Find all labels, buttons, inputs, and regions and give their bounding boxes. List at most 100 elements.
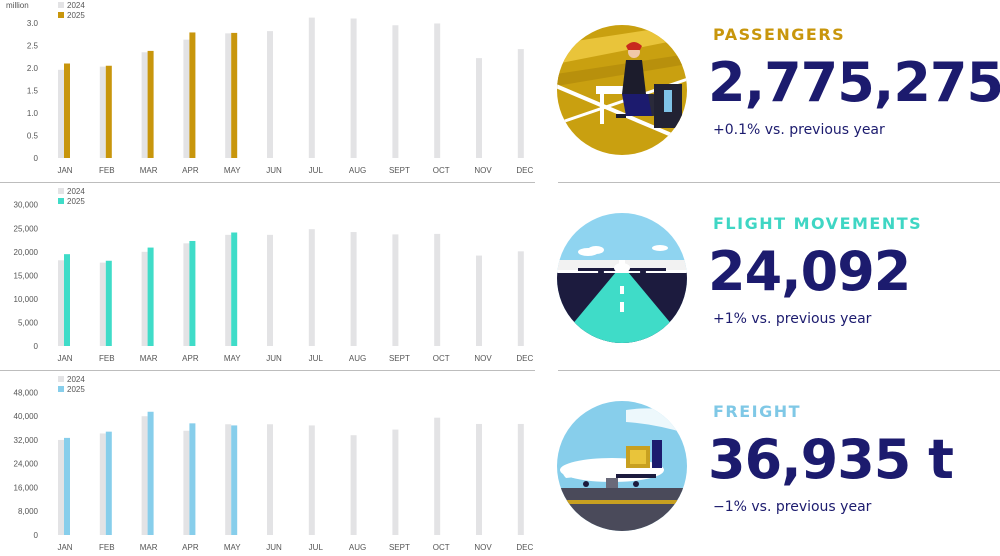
legend-swatch	[58, 386, 64, 392]
bar-2024-oct	[434, 23, 441, 159]
panel-divider	[0, 182, 535, 183]
bar-2024-sept	[392, 234, 399, 346]
y-tick-label: 8,000	[18, 507, 39, 516]
bar-2024-jul	[308, 17, 315, 158]
bar-2025-feb	[105, 431, 112, 535]
bar-2024-jun	[267, 31, 273, 159]
x-tick-label: OCT	[433, 354, 450, 363]
bar-2024-aug	[350, 18, 357, 158]
legend-label: 2025	[67, 385, 85, 394]
x-tick-label: SEPT	[389, 543, 410, 552]
passengers-title: PASSENGERS	[713, 25, 846, 44]
x-tick-label: JUN	[266, 166, 282, 175]
legend-label: 2024	[67, 375, 85, 384]
legend-label: 2025	[67, 197, 85, 206]
x-tick-label: MAY	[224, 543, 241, 552]
bar-2024-nov	[476, 58, 482, 158]
x-tick-label: DEC	[516, 354, 533, 363]
x-tick-label: NOV	[474, 543, 492, 552]
bar-2024-jan	[58, 439, 64, 535]
bar-2025-mar	[147, 411, 154, 535]
x-tick-label: AUG	[349, 166, 366, 175]
bar-2024-mar	[141, 52, 148, 158]
bar-2025-apr	[189, 240, 196, 346]
x-tick-label: JAN	[57, 166, 72, 175]
x-tick-label: APR	[182, 543, 199, 552]
y-tick-label: 5,000	[18, 318, 39, 327]
bar-2024-feb	[99, 262, 106, 346]
x-tick-label: MAY	[224, 166, 241, 175]
legend-label: 2024	[67, 187, 85, 196]
y-tick-label: 32,000	[14, 436, 39, 445]
bar-2025-may	[231, 232, 238, 346]
x-tick-label: AUG	[349, 543, 366, 552]
y-tick-label: 48,000	[14, 388, 39, 397]
freight-value: 36,935 t	[708, 428, 954, 491]
x-tick-label: FEB	[99, 166, 115, 175]
bar-2024-sept	[392, 429, 399, 535]
bar-2024-may	[225, 234, 232, 346]
y-tick-label: 20,000	[14, 248, 39, 257]
y-tick-label: 1.5	[27, 87, 39, 96]
legend-label: 2024	[67, 1, 85, 10]
x-tick-label: JAN	[57, 354, 72, 363]
bar-2025-jan	[64, 254, 70, 346]
bar-2024-jan	[58, 69, 64, 158]
y-tick-label: 15,000	[14, 271, 39, 280]
bar-2024-feb	[99, 433, 106, 535]
bar-2025-jan	[64, 437, 70, 535]
bar-2024-apr	[183, 243, 190, 346]
bar-2024-may	[225, 424, 232, 535]
x-tick-label: JUL	[309, 543, 324, 552]
bar-2024-dec	[517, 251, 524, 346]
x-tick-label: AUG	[349, 354, 366, 363]
unit-label: million	[6, 1, 29, 10]
bar-2025-feb	[105, 65, 112, 158]
bar-2025-apr	[189, 32, 196, 159]
bar-2024-apr	[183, 430, 190, 535]
x-tick-label: NOV	[474, 166, 492, 175]
x-tick-label: DEC	[516, 543, 533, 552]
bar-2024-feb	[99, 66, 106, 158]
freight-change: −1% vs. previous year	[713, 499, 872, 515]
y-tick-label: 1.0	[27, 109, 39, 118]
panel-divider	[0, 370, 535, 371]
y-tick-label: 16,000	[14, 483, 39, 492]
y-tick-label: 2.0	[27, 64, 39, 73]
bar-2024-dec	[517, 423, 524, 535]
x-tick-label: JUN	[266, 543, 282, 552]
bar-2024-apr	[183, 39, 190, 158]
flight-movements-value: 24,092	[708, 240, 911, 303]
x-tick-label: OCT	[433, 166, 450, 175]
flight-movements-panel: 0 5,000 10,000 15,000 20,000 25,000 30,000 2024…	[0, 184, 1000, 371]
x-tick-label: JUL	[309, 166, 324, 175]
bar-2025-may	[231, 32, 238, 158]
legend-swatch	[58, 188, 64, 194]
bar-2024-aug	[350, 232, 357, 346]
x-tick-label: NOV	[474, 354, 492, 363]
y-tick-label: 3.0	[27, 19, 39, 28]
panel-divider	[558, 182, 1000, 183]
x-tick-label: FEB	[99, 354, 115, 363]
legend-swatch	[58, 2, 64, 8]
x-tick-label: FEB	[99, 543, 115, 552]
flight-movements-chart: 0 5,000 10,000 15,000 20,000 25,000 30,000 2024…	[14, 187, 534, 363]
x-tick-label: DEC	[516, 166, 533, 175]
x-tick-label: SEPT	[389, 166, 410, 175]
x-tick-label: APR	[182, 354, 199, 363]
bar-2024-jun	[267, 234, 273, 346]
passengers-panel: million 0 0.5 1.0 1.5 2.0 2.5 3.0 2024 2025 JAN FEB…	[0, 0, 1000, 184]
bar-2024-aug	[350, 435, 357, 535]
bar-2024-oct	[434, 417, 441, 535]
y-tick-label: 0.5	[27, 132, 39, 141]
y-tick-label: 24,000	[14, 460, 39, 469]
bar-2025-mar	[147, 50, 154, 158]
cargo-aircraft-illustration	[557, 401, 687, 531]
flight-movements-title: FLIGHT MOVEMENTS	[713, 214, 923, 233]
freight-title: FREIGHT	[713, 402, 802, 421]
aircraft-runway-illustration	[557, 213, 687, 343]
legend-swatch	[58, 376, 64, 382]
bar-2025-may	[231, 425, 238, 535]
